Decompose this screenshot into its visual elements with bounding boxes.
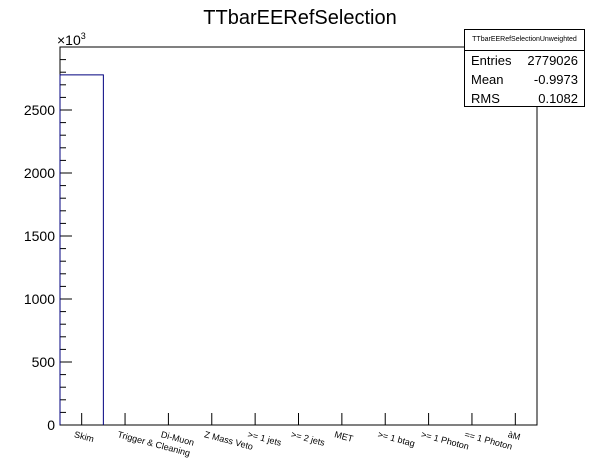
stats-mean-label: Mean: [471, 72, 504, 87]
x-tick-label: == 1 Photon: [463, 429, 513, 451]
stats-title: TTbarEERefSelectionUnweighted: [465, 30, 584, 51]
stats-entries-label: Entries: [471, 53, 512, 68]
chart-title: TTbarEERefSelection: [203, 7, 396, 29]
y-tick-label: 0: [47, 417, 55, 433]
x-tick-label: >= 1 btag: [377, 429, 416, 449]
histogram-bars: [59, 74, 104, 425]
y-axis: 0 500 1000 1500 2000 2500: [24, 46, 72, 433]
y-tick-label: 1000: [24, 291, 55, 307]
stats-row-rms: RMS 0.1082: [465, 89, 584, 108]
y-axis-multiplier: ×103: [57, 31, 86, 48]
y-tick-label: 2000: [24, 165, 55, 181]
stats-mean-value: -0.9973: [533, 72, 578, 87]
stats-box: TTbarEERefSelectionUnweighted Entries 27…: [464, 29, 585, 107]
x-tick-label: >= 2 jets: [290, 429, 326, 448]
x-tick-label: Z Mass Veto: [203, 429, 254, 452]
x-tick-label: >= 1 Photon: [420, 429, 470, 451]
y-tick-label: 500: [32, 354, 56, 370]
stats-rms-label: RMS: [471, 91, 500, 106]
y-multiplier-exponent: 3: [81, 31, 86, 41]
y-tick-label: 1500: [24, 228, 55, 244]
stats-row-mean: Mean -0.9973: [465, 70, 584, 89]
y-tick-label: 2500: [24, 102, 55, 118]
x-tick-label: Skim: [73, 429, 95, 444]
x-tick-label: MET: [333, 429, 354, 444]
histogram-bar: [59, 74, 104, 425]
stats-entries-value: 2779026: [527, 53, 578, 68]
x-tick-label: àM: [507, 429, 522, 442]
stats-row-entries: Entries 2779026: [465, 51, 584, 70]
stats-rms-value: 0.1082: [538, 91, 578, 106]
svg-text:×103: ×103: [57, 31, 86, 48]
y-multiplier-base: ×10: [57, 32, 81, 48]
